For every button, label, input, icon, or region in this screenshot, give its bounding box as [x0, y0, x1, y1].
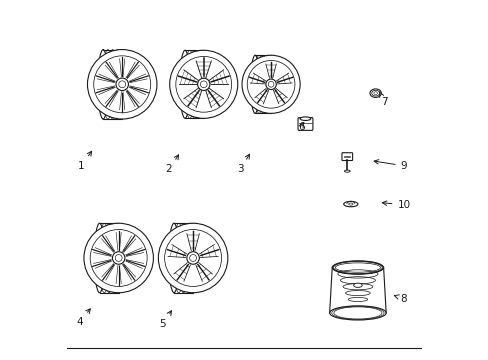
Text: 9: 9: [373, 159, 407, 171]
Circle shape: [158, 223, 227, 293]
Text: 4: 4: [76, 309, 90, 327]
Text: 10: 10: [382, 200, 410, 210]
Text: 1: 1: [78, 151, 91, 171]
Text: 7: 7: [379, 92, 387, 107]
Ellipse shape: [329, 306, 386, 320]
Ellipse shape: [369, 89, 381, 98]
Circle shape: [84, 223, 153, 293]
Text: 5: 5: [160, 311, 171, 329]
FancyBboxPatch shape: [341, 153, 352, 161]
Text: 2: 2: [165, 155, 178, 174]
Ellipse shape: [353, 283, 362, 287]
Circle shape: [169, 50, 237, 118]
Ellipse shape: [344, 170, 349, 172]
FancyBboxPatch shape: [297, 118, 312, 130]
Circle shape: [242, 55, 300, 113]
Text: 8: 8: [394, 294, 407, 304]
Text: 6: 6: [297, 122, 304, 132]
Circle shape: [87, 50, 157, 119]
Ellipse shape: [343, 202, 357, 207]
Text: 3: 3: [237, 154, 249, 174]
Ellipse shape: [300, 117, 310, 121]
